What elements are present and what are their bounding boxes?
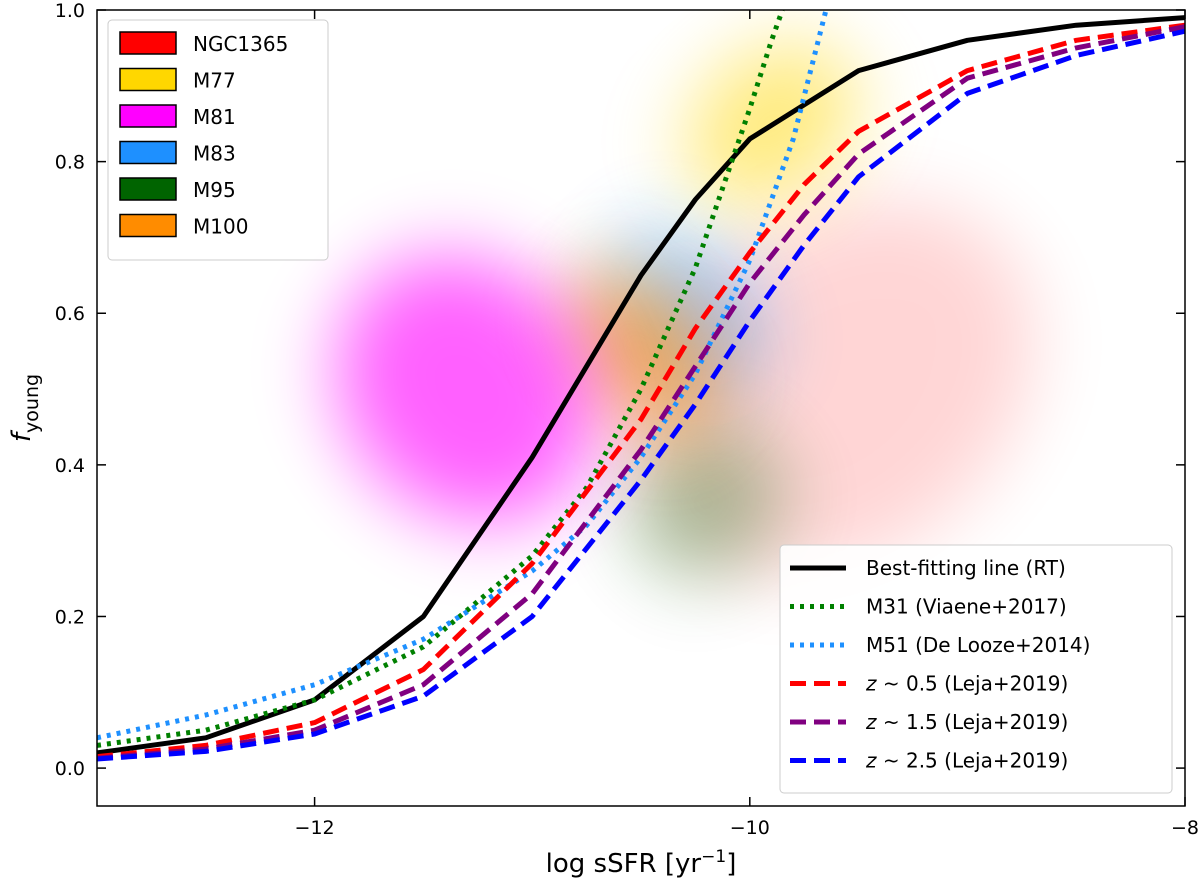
legend-label-m100: M100: [193, 215, 248, 239]
y-tick-label: 0.8: [55, 152, 85, 174]
legend-swatch-m95: [119, 177, 177, 201]
plot-frame: [96, 9, 1186, 807]
legend-line-label-1: M31 (Viaene+2017): [866, 595, 1067, 619]
x-tick-label: −10: [730, 817, 770, 839]
legend-galaxies: NGC1365 M77 M81 M83 M95 M100: [107, 19, 329, 261]
y-tick-label: 0.2: [55, 606, 85, 628]
legend-line-label-3: z ~ 0.5 (Leja+2019): [865, 672, 1068, 696]
legend-label-ngc1365: NGC1365: [193, 32, 288, 56]
x-axis-label: log sSFR [yr−1]: [546, 847, 737, 879]
y-tick-label: 0.4: [55, 455, 85, 477]
legend-label-m83: M83: [193, 142, 236, 166]
legend-lines: Best-fitting line (RT) M31 (Viaene+2017) M…: [779, 544, 1173, 794]
series-line-5: [97, 28, 1185, 762]
legend-line-label-2: M51 (De Looze+2014): [866, 633, 1090, 657]
legend-label-m81: M81: [193, 105, 236, 129]
legend-line-label-5: z ~ 2.5 (Leja+2019): [865, 749, 1068, 773]
legend-swatch-m81: [119, 104, 177, 128]
x-tick-label: −12: [295, 817, 335, 839]
y-tick-label: 0.0: [55, 758, 85, 780]
legend-label-m95: M95: [193, 178, 236, 202]
y-tick-label: 0.6: [55, 303, 85, 325]
legend-swatch-m83: [119, 140, 177, 165]
legend-swatch-ngc1365: [119, 31, 177, 55]
y-axis-label: fyoung: [7, 374, 43, 442]
series-line-4: [97, 24, 1185, 761]
legend-line-label-0: Best-fitting line (RT): [866, 556, 1066, 580]
legend-swatch-m77: [119, 67, 177, 92]
legend-label-m77: M77: [193, 69, 236, 93]
legend-line-label-4: z ~ 1.5 (Leja+2019): [865, 710, 1068, 734]
series-line-3: [97, 22, 1185, 760]
scatter-cloud-m95: [628, 427, 784, 579]
axis-ticks: −12 −10 −8 0.0 0.2 0.4 0.6 0.8 1.0: [55, 0, 1199, 839]
legend-lines-box: [779, 544, 1173, 794]
model-lines: [97, 10, 1185, 762]
y-tick-label: 1.0: [55, 0, 85, 22]
x-tick-label: −8: [1171, 817, 1199, 839]
legend-swatch-m100: [119, 213, 177, 238]
